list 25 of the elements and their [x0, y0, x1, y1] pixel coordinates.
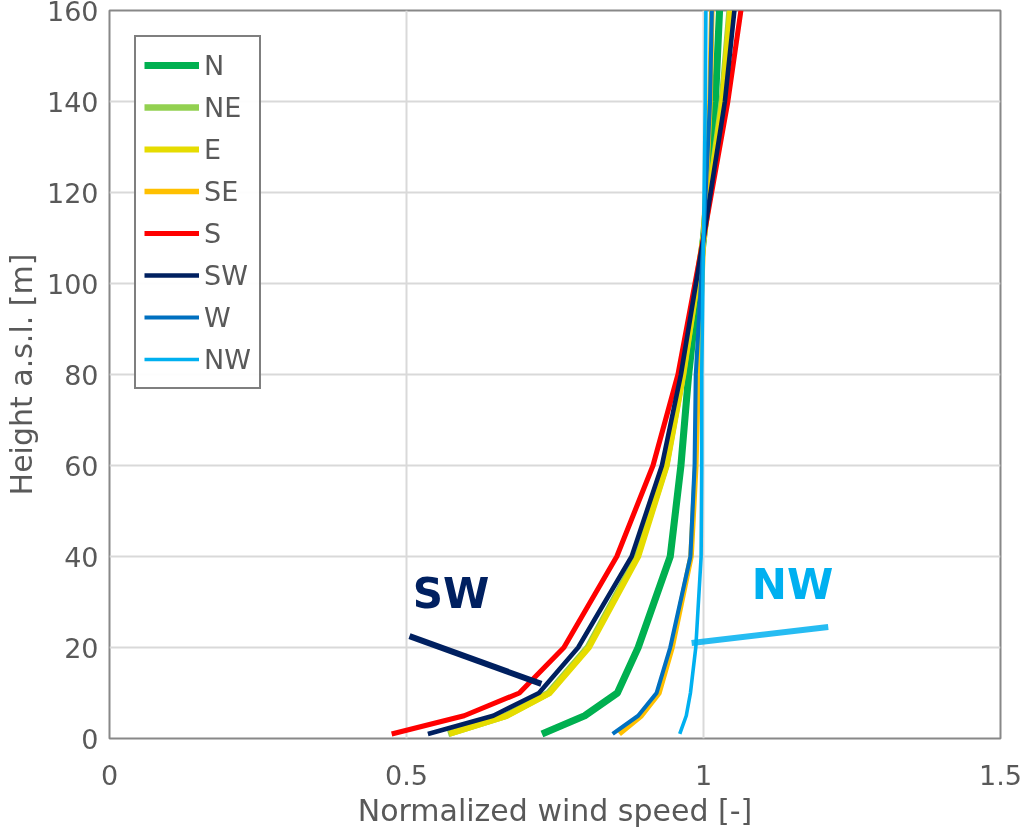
legend-label: W	[204, 300, 231, 335]
y-tick-label: 100	[46, 268, 99, 300]
y-tick-label: 60	[64, 450, 99, 482]
x-tick-label: 0	[100, 759, 119, 791]
legend-label: SW	[204, 258, 248, 293]
y-tick-label: 120	[46, 177, 99, 209]
annotation: SW	[412, 568, 490, 618]
y-tick-label: 0	[81, 723, 99, 755]
legend-label: NW	[204, 342, 251, 377]
legend-label: SE	[204, 174, 239, 209]
annotation: NW	[751, 559, 834, 609]
legend-label: E	[204, 132, 223, 167]
y-tick-label: 40	[64, 541, 99, 573]
x-axis-title: Normalized wind speed [-]	[357, 792, 753, 828]
y-axis-title: Height a.s.l. [m]	[3, 253, 39, 496]
x-tick-label: 1	[694, 759, 713, 791]
y-tick-label: 160	[46, 0, 99, 27]
y-tick-label: 20	[64, 632, 99, 664]
legend-label: N	[204, 48, 225, 83]
x-tick-label: 1.5	[979, 759, 1022, 791]
y-tick-label: 140	[46, 86, 99, 118]
legend-label: NE	[204, 90, 242, 125]
x-tick-label: 0.5	[385, 759, 428, 791]
y-tick-label: 80	[64, 359, 99, 391]
legend-label: S	[204, 216, 223, 251]
